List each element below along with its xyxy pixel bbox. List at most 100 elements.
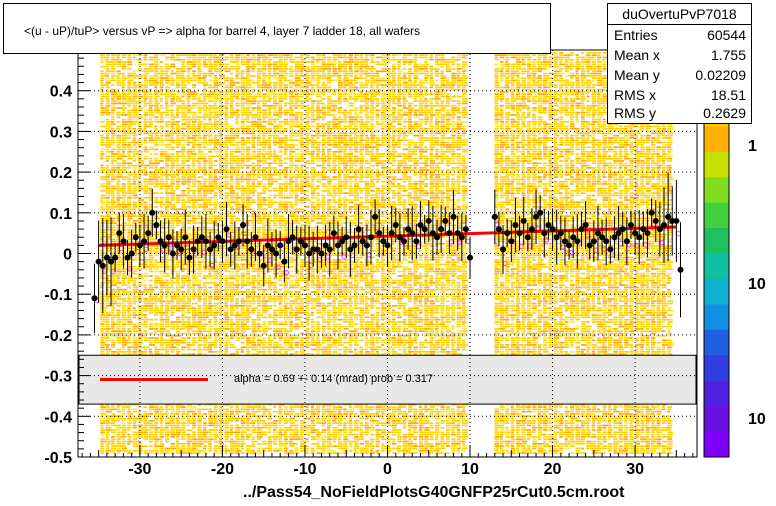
data-point [227,246,234,253]
x-tick-label: 10 [461,461,479,478]
data-point [409,230,416,237]
data-point [174,242,181,249]
y-tick-label: 0.2 [50,165,72,182]
stats-value: 1.755 [710,47,746,63]
chart-title: <(u - uP)/tuP> versus vP => alpha for ba… [24,24,420,38]
data-point [627,222,634,229]
data-point [186,254,193,261]
palette-cell [704,202,729,229]
data-point [545,222,552,229]
data-point [570,234,577,241]
data-point [611,234,618,241]
data-point [401,238,408,245]
data-point [301,242,308,249]
data-point [384,242,391,249]
y-tick-label: 0 [63,247,72,264]
data-point [240,222,247,229]
open-marker [568,249,574,256]
palette-cell [704,406,729,433]
palette-cell [704,355,729,382]
data-point [108,258,115,265]
data-point [500,246,507,253]
y-tick-label: -0.2 [44,328,72,345]
stats-value: 0.2629 [703,105,746,121]
data-point [549,226,556,233]
y-tick-label: -0.4 [44,409,72,426]
data-point [615,230,622,237]
data-point [516,230,523,237]
fit-legend-line [100,378,208,381]
data-point [665,213,672,220]
data-point [141,238,148,245]
data-point [182,234,189,241]
data-point [297,238,304,245]
data-point [322,242,329,249]
stats-key: Entries [614,27,658,43]
data-point [446,230,453,237]
data-point [149,209,156,216]
data-point [574,238,581,245]
data-point [380,238,387,245]
stats-key: RMS y [614,105,656,121]
data-point [578,226,585,233]
data-point [318,250,325,257]
z-tick-label: 10 [748,411,766,428]
data-point [124,254,131,261]
data-point [264,242,271,249]
data-point [161,242,168,249]
data-point [219,238,226,245]
data-point [248,246,255,253]
z-tick-label: 1 [748,138,757,155]
data-point [636,234,643,241]
data-point [537,209,544,216]
data-point [198,234,205,241]
stats-row: RMS x 18.51 [614,85,746,105]
data-point [495,226,502,233]
data-point [434,234,441,241]
data-point [260,262,267,269]
data-point [376,230,383,237]
data-point [656,226,663,233]
data-point [165,234,172,241]
data-point [524,234,531,241]
data-point [359,238,366,245]
data-point [372,213,379,220]
palette-cell [704,177,729,204]
data-point [190,246,197,253]
stats-key: Mean x [614,47,660,63]
histogram-cells [100,52,674,454]
data-point [557,230,564,237]
palette-cell [704,380,729,407]
data-point [644,230,651,237]
data-point [231,242,238,249]
data-point [405,226,412,233]
stats-value: 0.02209 [695,67,746,83]
y-tick-label: 0.3 [50,124,72,141]
x-tick-label: -10 [293,461,316,478]
data-point [491,213,498,220]
data-point [128,250,135,257]
data-point [99,262,106,269]
data-point [590,238,597,245]
x-tick-label: 20 [544,461,562,478]
data-point [103,254,110,261]
stats-box: duOvertuPvP7018 Entries 60544 Mean x 1.755… [607,3,752,124]
data-point [215,234,222,241]
data-point [334,242,341,249]
data-point [673,217,680,224]
data-point [120,238,127,245]
data-point [607,246,614,253]
data-point [145,230,152,237]
data-point [273,250,280,257]
data-point [285,238,292,245]
data-point [660,222,667,229]
data-point [330,230,337,237]
palette-cell [704,151,729,178]
x-tick-label: 30 [626,461,644,478]
palette-cell [704,278,729,305]
palette-cell [704,253,729,280]
data-point [425,217,432,224]
file-path-footer: ../Pass54_NoFieldPlotsG40GNFP25rCut0.5cm… [243,484,625,501]
y-tick-label: -0.3 [44,369,72,386]
stats-row: RMS y 0.2629 [614,103,746,123]
